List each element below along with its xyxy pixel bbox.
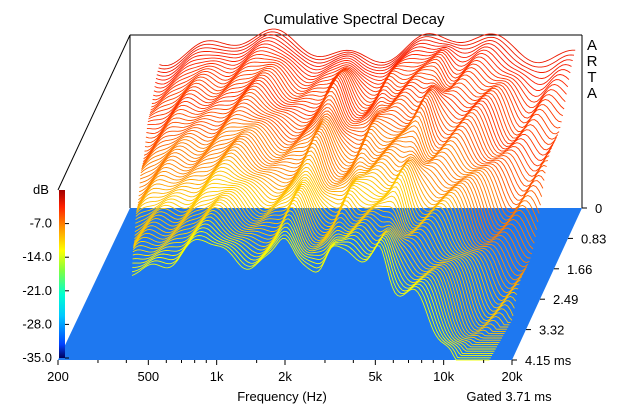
decay-slice xyxy=(143,97,545,197)
decay-slice xyxy=(133,196,504,337)
decay-slice xyxy=(133,199,502,339)
time-tick-label: 3.32 xyxy=(539,323,564,338)
time-tick-label: 0 xyxy=(595,201,602,216)
decay-slice xyxy=(142,103,543,206)
decay-slice xyxy=(159,28,576,67)
decay-slice xyxy=(151,62,562,124)
decay-slice xyxy=(141,120,538,230)
x-tick-label: 500 xyxy=(137,369,159,384)
decay-slice xyxy=(153,53,566,109)
decay-slice xyxy=(156,37,572,79)
decay-slice xyxy=(132,210,499,346)
side-label-letter: A xyxy=(587,85,597,102)
time-tick-label: 1.66 xyxy=(567,262,592,277)
decay-slice xyxy=(139,128,533,255)
decay-slice xyxy=(158,31,575,70)
gated-note: Gated 3.71 ms xyxy=(466,389,552,404)
decay-slice xyxy=(134,183,511,324)
x-tick-label: 5k xyxy=(368,369,382,384)
decay-slice xyxy=(131,237,490,361)
plot-frame xyxy=(57,34,583,208)
decay-slice xyxy=(139,133,530,263)
x-tick-label: 20k xyxy=(502,369,523,384)
decay-slice xyxy=(154,46,569,97)
decay-slice xyxy=(149,67,560,135)
decay-slice xyxy=(153,50,567,103)
decay-slice xyxy=(155,43,570,91)
decay-slice xyxy=(132,230,492,357)
decay-slice xyxy=(150,65,561,129)
decay-slice xyxy=(134,187,509,328)
decay-slice xyxy=(133,191,506,332)
decay-slice xyxy=(145,91,548,182)
decay-slice xyxy=(149,69,559,140)
decay-slice xyxy=(138,139,528,272)
decay-slice xyxy=(134,185,510,326)
decay-slice xyxy=(138,136,529,268)
decay-slice xyxy=(136,162,520,297)
colour-bar-tick-label: -14.0 xyxy=(22,249,52,264)
time-tick-label: 2.49 xyxy=(553,292,578,307)
x-axis-label: Frequency (Hz) xyxy=(237,389,327,404)
decay-slice xyxy=(147,76,554,161)
frequency-axis-ticks: 200 500 1k 2k 5k 10k 20k xyxy=(47,360,523,384)
decay-slice xyxy=(137,154,523,289)
decay-slice xyxy=(148,72,557,145)
time-tick-label: 4.15 ms xyxy=(525,353,572,368)
colour-bar-ticks: -7.0 -14.0 -21.0 -28.0 -35.0 xyxy=(22,216,69,365)
time-axis-ticks: 0 0.83 1.66 2.49 3.32 4.15 ms xyxy=(512,201,606,368)
decay-slice xyxy=(142,107,541,210)
decay-slice xyxy=(135,181,513,321)
decay-slice xyxy=(144,95,546,192)
decay-slice xyxy=(140,122,536,238)
chart-title: Cumulative Spectral Decay xyxy=(264,11,445,28)
colour-bar-unit: dB xyxy=(33,182,49,197)
x-tick-label: 10k xyxy=(433,369,454,384)
decay-slice xyxy=(152,56,565,114)
decay-slice xyxy=(155,40,571,86)
x-tick-label: 1k xyxy=(210,369,224,384)
decay-slice xyxy=(145,86,550,177)
decay-slice xyxy=(141,115,539,223)
decay-slice xyxy=(140,126,534,250)
decay-slice xyxy=(136,158,521,294)
colour-bar-tick-label: -7.0 xyxy=(30,216,52,231)
decay-slice xyxy=(148,73,556,151)
waterfall-slices xyxy=(131,28,576,361)
decay-slice xyxy=(138,142,526,277)
side-label-letter: A xyxy=(587,37,597,54)
colour-bar-tick-label: -35.0 xyxy=(22,350,52,365)
decay-slice xyxy=(147,74,555,156)
side-label-letter: R xyxy=(587,53,598,70)
decay-slice xyxy=(133,194,505,335)
colour-bar-tick-label: -28.0 xyxy=(22,316,52,331)
decay-slice xyxy=(136,166,519,302)
colour-bar xyxy=(59,190,65,358)
decay-slice xyxy=(143,99,544,201)
colour-bar-tick-label: -21.0 xyxy=(22,283,52,298)
x-tick-label: 2k xyxy=(278,369,292,384)
decay-slice xyxy=(139,130,531,259)
decay-slice xyxy=(142,111,540,214)
decay-slice xyxy=(137,146,525,281)
decay-slice xyxy=(140,124,535,244)
decay-slice xyxy=(146,82,551,172)
decay-slice xyxy=(157,34,573,73)
decay-slice xyxy=(133,202,501,341)
decay-slice xyxy=(136,170,518,305)
decay-slice xyxy=(131,234,491,359)
decay-slice xyxy=(134,189,507,330)
decay-slice xyxy=(132,206,500,343)
decay-slice xyxy=(146,78,552,167)
time-tick-label: 0.83 xyxy=(581,231,606,246)
x-tick-label: 200 xyxy=(47,369,69,384)
decay-slice xyxy=(132,226,494,354)
decay-slice xyxy=(151,58,564,119)
decay-slice xyxy=(144,93,547,187)
side-label-letter: T xyxy=(587,69,596,86)
decay-slice xyxy=(137,150,524,285)
